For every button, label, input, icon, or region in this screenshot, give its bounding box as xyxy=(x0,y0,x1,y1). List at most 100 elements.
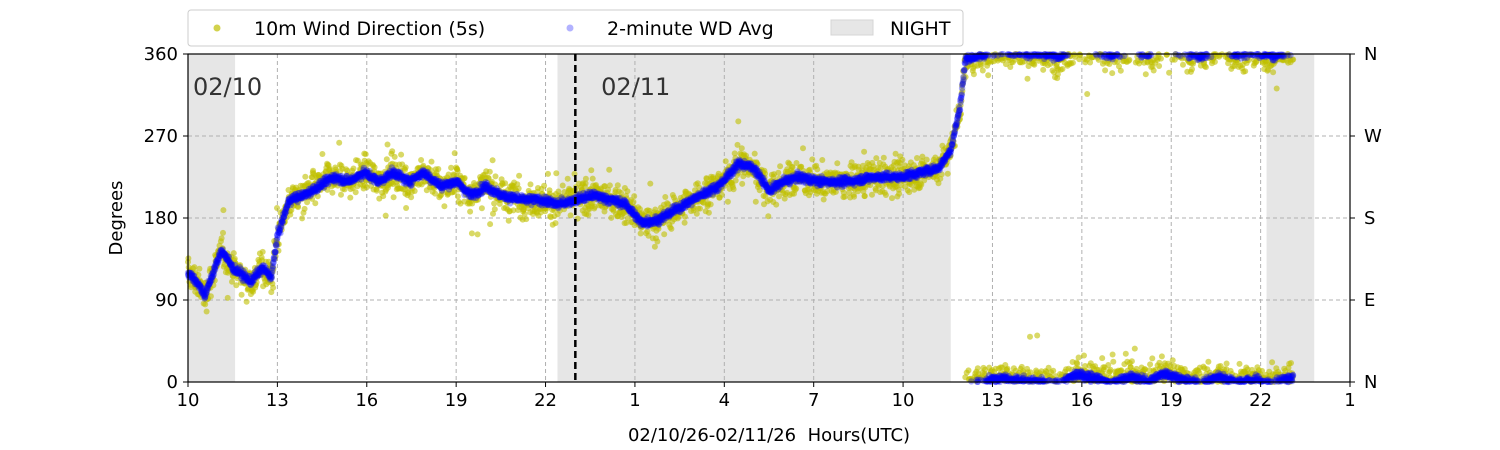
raw-data-point xyxy=(690,205,697,212)
raw-data-point xyxy=(1084,91,1091,97)
raw-data-point xyxy=(693,210,700,217)
raw-data-point xyxy=(1147,361,1154,368)
raw-data-point xyxy=(756,187,763,194)
raw-data-point xyxy=(389,148,396,155)
raw-data-point xyxy=(1024,75,1031,82)
raw-data-point xyxy=(382,212,389,219)
raw-data-point xyxy=(585,211,592,218)
raw-data-point xyxy=(644,228,651,235)
raw-data-point xyxy=(738,145,745,152)
raw-data-point xyxy=(469,200,476,207)
raw-data-point xyxy=(219,245,226,252)
raw-data-point xyxy=(851,193,858,200)
raw-data-point xyxy=(302,173,309,180)
raw-data-point xyxy=(730,186,737,193)
raw-data-point xyxy=(873,155,880,162)
raw-data-point xyxy=(559,182,566,189)
raw-data-point xyxy=(371,164,378,171)
raw-data-point xyxy=(722,158,729,165)
raw-data-point xyxy=(1158,353,1165,360)
raw-data-point xyxy=(432,190,439,197)
raw-data-point xyxy=(589,175,596,182)
raw-data-point xyxy=(1223,360,1230,367)
raw-data-point xyxy=(478,205,485,212)
raw-data-point xyxy=(202,301,209,308)
raw-data-point xyxy=(765,213,772,220)
raw-data-point xyxy=(1059,66,1066,72)
raw-data-point xyxy=(564,175,571,182)
raw-data-point xyxy=(491,206,498,213)
raw-data-point xyxy=(1156,63,1163,69)
raw-data-point xyxy=(390,194,397,201)
raw-data-point xyxy=(682,213,688,220)
raw-data-point xyxy=(743,152,750,159)
raw-data-point xyxy=(545,170,551,177)
raw-data-point xyxy=(515,185,522,192)
raw-data-point xyxy=(651,243,658,250)
raw-data-point xyxy=(435,166,442,172)
raw-data-point xyxy=(541,182,548,189)
raw-data-point xyxy=(324,186,331,193)
raw-data-point xyxy=(1142,71,1149,78)
raw-data-point xyxy=(373,187,380,194)
raw-data-point xyxy=(787,177,794,183)
raw-data-point xyxy=(253,279,260,286)
raw-data-point xyxy=(301,205,308,212)
raw-data-point xyxy=(1169,357,1176,364)
raw-data-point xyxy=(352,189,359,196)
raw-data-point xyxy=(347,194,354,201)
raw-data-point xyxy=(329,189,336,196)
raw-data-point xyxy=(195,271,202,278)
raw-data-point xyxy=(1117,67,1124,74)
raw-data-point xyxy=(979,67,986,74)
raw-data-point xyxy=(1157,55,1164,62)
raw-data-point xyxy=(505,217,512,224)
raw-data-point xyxy=(403,205,410,211)
raw-data-point xyxy=(1040,66,1047,73)
raw-data-point xyxy=(819,157,826,163)
raw-data-point xyxy=(606,182,613,189)
raw-data-point xyxy=(1269,359,1276,366)
raw-data-point xyxy=(834,160,841,167)
raw-data-point xyxy=(454,168,461,175)
raw-data-point xyxy=(697,205,703,212)
raw-data-point xyxy=(732,177,739,184)
raw-data-point xyxy=(820,196,827,203)
raw-data-point xyxy=(1189,66,1195,73)
raw-data-point xyxy=(461,175,468,181)
raw-data-point xyxy=(408,194,415,201)
raw-data-point xyxy=(606,166,613,173)
raw-data-point xyxy=(486,168,493,175)
raw-data-point xyxy=(703,194,710,201)
raw-data-point xyxy=(758,180,765,187)
raw-data-point xyxy=(312,200,319,207)
raw-data-point xyxy=(492,173,499,180)
raw-data-point xyxy=(384,141,391,148)
raw-data-point xyxy=(309,195,316,202)
raw-data-point xyxy=(1109,70,1116,77)
raw-data-point xyxy=(731,150,738,157)
raw-data-point xyxy=(631,193,638,200)
raw-data-point xyxy=(1270,69,1277,76)
raw-data-point xyxy=(210,282,217,289)
raw-data-point xyxy=(814,166,821,173)
raw-data-point xyxy=(1205,358,1212,365)
raw-data-point xyxy=(454,193,461,200)
raw-data-point xyxy=(777,163,784,170)
raw-data-point xyxy=(288,207,295,214)
raw-data-point xyxy=(211,277,218,284)
raw-data-point xyxy=(552,220,559,227)
raw-data-point xyxy=(207,293,214,300)
raw-data-point xyxy=(970,71,977,78)
raw-data-point xyxy=(618,189,624,196)
raw-data-point xyxy=(944,170,951,177)
raw-data-point xyxy=(448,164,455,171)
raw-data-point xyxy=(489,157,496,164)
raw-data-point xyxy=(1288,360,1294,366)
raw-data-point xyxy=(427,167,434,174)
raw-data-point xyxy=(655,225,662,232)
raw-data-point xyxy=(492,181,499,188)
raw-data-point xyxy=(1027,333,1033,340)
raw-data-point xyxy=(242,266,249,273)
